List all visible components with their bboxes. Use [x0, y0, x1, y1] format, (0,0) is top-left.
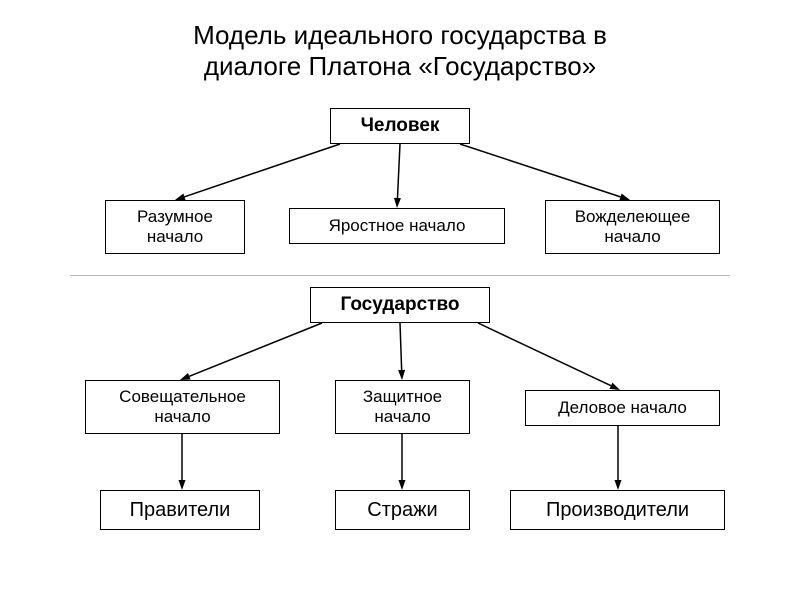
title-line2: диалоге Платона «Государство» [204, 51, 596, 81]
node-protective-label: Защитноеначало [363, 387, 442, 426]
node-spirit-label: Яростное начало [329, 216, 466, 236]
node-producers: Производители [510, 490, 725, 530]
node-appetite-label: Вожделеющееначало [575, 207, 691, 246]
node-deliberative-label: Совещательноеначало [119, 387, 246, 426]
node-state-label: Государство [341, 294, 460, 316]
node-business: Деловое начало [525, 390, 720, 426]
section-divider [70, 275, 730, 276]
node-spirit: Яростное начало [289, 208, 505, 244]
node-human-label: Человек [361, 115, 440, 137]
node-protective: Защитноеначало [335, 380, 470, 434]
node-producers-label: Производители [546, 499, 689, 522]
node-rulers-label: Правители [130, 499, 231, 522]
node-rational-label: Разумноеначало [137, 207, 213, 246]
node-guards-label: Стражи [367, 499, 437, 522]
node-appetite: Вожделеющееначало [545, 200, 720, 254]
node-guards: Стражи [335, 490, 470, 530]
node-rational: Разумноеначало [105, 200, 245, 254]
title-line1: Модель идеального государства в [193, 20, 607, 50]
node-human: Человек [330, 108, 470, 144]
node-state: Государство [310, 287, 490, 323]
node-deliberative: Совещательноеначало [85, 380, 280, 434]
node-rulers: Правители [100, 490, 260, 530]
diagram-title: Модель идеального государства в диалоге … [115, 20, 685, 82]
node-business-label: Деловое начало [558, 398, 687, 418]
